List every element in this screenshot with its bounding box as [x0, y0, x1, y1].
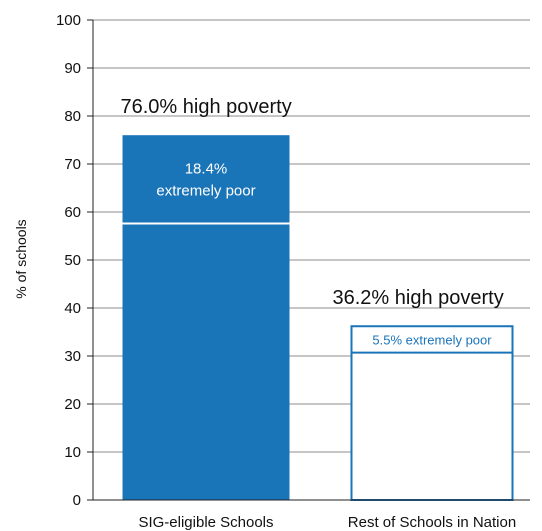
- y-tick-label: 40: [64, 300, 81, 317]
- labels: 0 10 20 30 40 50 60 70 80 90 100 76.0% high poverty…: [56, 12, 516, 531]
- bar-high-poverty: [122, 135, 290, 500]
- bar-high-poverty: [350, 325, 514, 501]
- bar-total-label: 36.2% high poverty: [333, 287, 504, 309]
- bars: [122, 135, 514, 501]
- bar-total-label: 76.0% high poverty: [121, 96, 292, 118]
- bar-segment-label: 5.5% extremely poor: [372, 332, 492, 347]
- bar-segment-label: extremely poor: [156, 182, 255, 199]
- y-tick-label: 50: [64, 252, 81, 269]
- y-tick-label: 0: [73, 492, 81, 509]
- bar-segment-label: 18.4%: [185, 160, 228, 177]
- y-tick-label: 90: [64, 60, 81, 77]
- y-tick-label: 10: [64, 444, 81, 461]
- y-tick-label: 80: [64, 108, 81, 125]
- y-tick-label: 20: [64, 396, 81, 413]
- y-axis-title: % of schools: [13, 219, 29, 298]
- x-category-label: Rest of Schools in Nation: [348, 514, 516, 531]
- y-tick-label: 70: [64, 156, 81, 173]
- y-tick-label: 100: [56, 12, 81, 29]
- y-tick-label: 60: [64, 204, 81, 221]
- y-tick-label: 30: [64, 348, 81, 365]
- axes: [87, 19, 530, 501]
- x-category-label: SIG-eligible Schools: [138, 514, 273, 531]
